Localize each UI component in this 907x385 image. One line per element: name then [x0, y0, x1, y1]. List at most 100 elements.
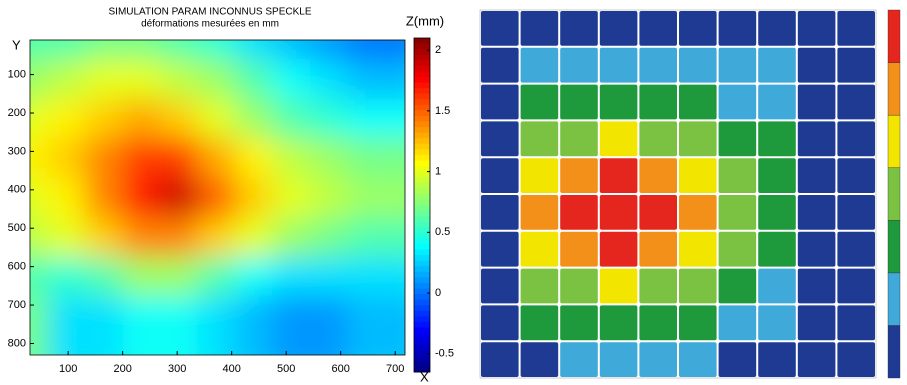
colorbar-segment: [414, 71, 430, 78]
map-cell: [797, 342, 836, 377]
map-cell: [639, 195, 677, 230]
colorbar-segment: [414, 138, 430, 145]
map-cell: [679, 268, 717, 304]
colorbar-segment: [414, 227, 430, 234]
colorbar-segment: [414, 54, 430, 61]
colorbar-segment: [414, 99, 430, 106]
map-cell: [797, 158, 836, 193]
colorbar-segment: [414, 221, 430, 228]
map-cell: [599, 11, 638, 46]
colorbar-segment: [414, 160, 430, 167]
colorbar-tick-label: 2: [435, 44, 441, 56]
map-cell: [599, 268, 638, 304]
plot-frame: [29, 39, 406, 356]
chart-title: SIMULATION PARAM INCONNUS SPECKLE: [109, 7, 312, 18]
map-cell: [520, 84, 559, 120]
map-cell: [758, 195, 796, 230]
colorbar-segment: [414, 360, 430, 367]
colorbar-segment: [414, 132, 430, 139]
map-cell: [718, 47, 757, 83]
colorbar-segment: [414, 249, 430, 256]
map-cell: [520, 121, 559, 157]
map-cell: [837, 305, 875, 341]
map-cell: [797, 231, 836, 267]
colorbar-frame: [413, 37, 431, 373]
map-cell: [718, 268, 757, 304]
map-cell: [520, 195, 559, 230]
colorbar-segment: [414, 321, 430, 328]
map-cell: [639, 268, 677, 304]
map-cell: [481, 342, 519, 377]
map-cell: [837, 11, 875, 46]
map-cell: [599, 47, 638, 83]
chart-subtitle: déformations mesurées en mm: [141, 19, 279, 30]
colorbar-segment: [414, 344, 430, 351]
colorbar-tick-label: -0.5: [435, 348, 454, 360]
colorbar-segment: [414, 216, 430, 223]
colorbar-segment: [414, 199, 430, 206]
map-cell: [520, 231, 559, 267]
map-cell: [481, 11, 519, 46]
map-cell: [520, 305, 559, 341]
map-cell: [758, 268, 796, 304]
colorbar-tick-label: 0: [435, 287, 441, 299]
map-cell: [560, 231, 598, 267]
map-cell: [797, 305, 836, 341]
y-axis-label: Y: [12, 37, 21, 52]
map-cell: [481, 158, 519, 193]
map-cell: [837, 342, 875, 377]
heatmap-cell: [347, 295, 405, 355]
map-cell: [679, 121, 717, 157]
map-cell: [679, 342, 717, 377]
map-cell: [837, 121, 875, 157]
map-cell: [560, 47, 598, 83]
map-cell: [599, 195, 638, 230]
map-cell: [481, 268, 519, 304]
y-tick-label: 100: [8, 68, 26, 80]
map-cell: [599, 342, 638, 377]
colorbar: [414, 38, 430, 373]
colorbar-segment: [414, 65, 430, 72]
map-cell: [679, 305, 717, 341]
x-tick-label: 400: [222, 363, 240, 375]
colorbar-segment: [414, 288, 430, 295]
colorbar-label: Z(mm): [406, 13, 444, 28]
colorbar-segment: [414, 232, 430, 239]
map-cell: [718, 11, 757, 46]
map-cell: [837, 231, 875, 267]
map-cell: [481, 195, 519, 230]
map-cell: [758, 231, 796, 267]
y-tick-label: 200: [8, 107, 26, 119]
colorbar-segment: [414, 305, 430, 312]
colorbar-tick-label: 1: [435, 166, 441, 178]
map-cell: [718, 158, 757, 193]
map-cell: [718, 231, 757, 267]
colorbar-segment: [414, 255, 430, 262]
map-cell: [797, 268, 836, 304]
colorbar-segment: [414, 166, 430, 173]
map-cell: [797, 195, 836, 230]
map-cell: [639, 342, 677, 377]
colorbar-segment: [414, 182, 430, 189]
colorbar-tick-label: 1.5: [435, 105, 450, 117]
map-cell: [481, 305, 519, 341]
x-tick-label: 200: [113, 363, 131, 375]
colorbar-segment: [414, 121, 430, 128]
map-cell: [560, 195, 598, 230]
y-tick-label: 800: [8, 337, 26, 349]
map-cell: [797, 84, 836, 120]
colorbar-segment: [414, 238, 430, 245]
plot-area: [30, 40, 405, 355]
colorbar-segment: [414, 76, 430, 84]
y-tick-label: 400: [8, 184, 26, 196]
map-cell: [679, 231, 717, 267]
colorbar-segment: [414, 43, 430, 50]
map-cell: [718, 84, 757, 120]
map-cell: [599, 158, 638, 193]
colorbar-segment: [414, 271, 430, 278]
colorbar-segment: [414, 110, 430, 117]
colorbar-segment: [414, 88, 430, 95]
map-cell: [639, 231, 677, 267]
x-axis-label: X: [420, 369, 429, 384]
